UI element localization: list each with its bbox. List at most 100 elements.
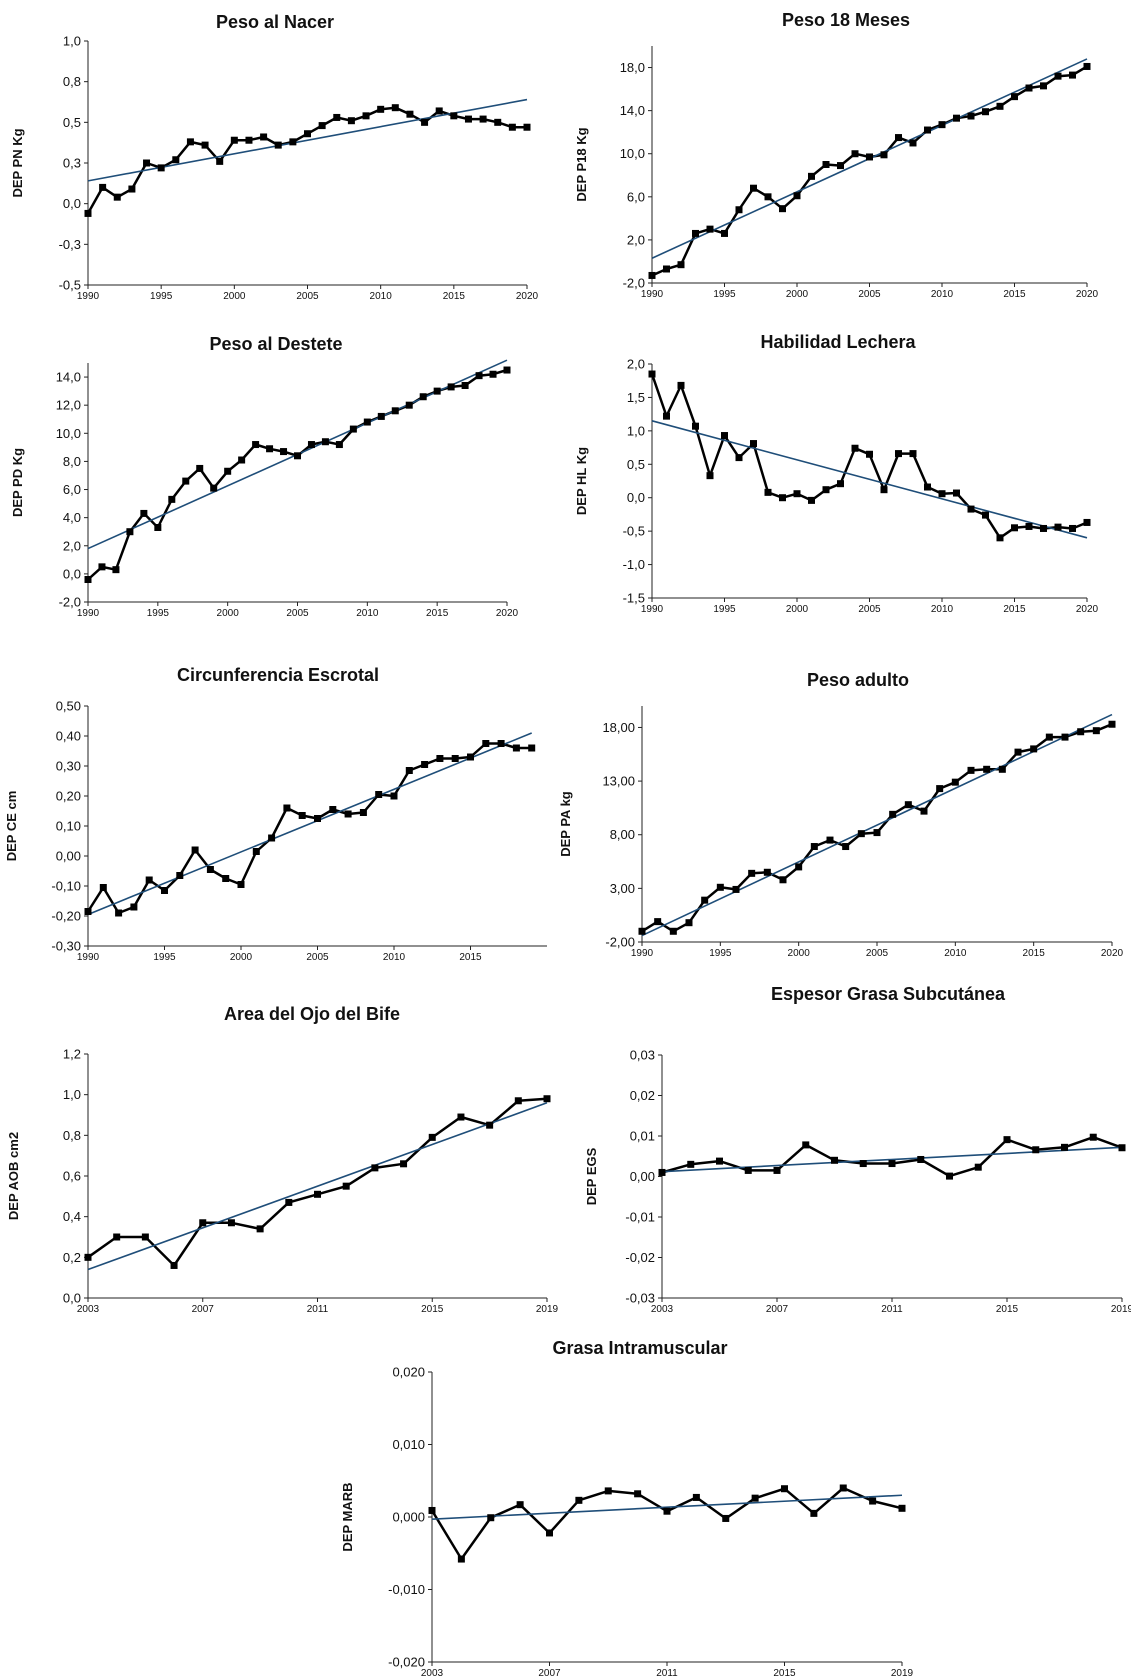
y-axis-label: DEP PD Kg (10, 448, 25, 517)
x-tick-label: 2015 (426, 608, 449, 619)
data-point (951, 778, 959, 786)
data-point (497, 740, 505, 747)
data-point (450, 112, 458, 120)
data-point (130, 903, 138, 911)
data-point (543, 1095, 551, 1103)
data-point (196, 464, 204, 472)
data-point (283, 804, 291, 812)
data-point (716, 1157, 723, 1165)
data-point (983, 765, 991, 773)
x-tick-label: 2020 (1076, 604, 1099, 615)
x-tick-label: 2005 (296, 291, 319, 302)
data-point (298, 812, 306, 819)
data-point (289, 138, 297, 146)
chart-title: Espesor Grasa Subcutánea (771, 984, 1006, 1004)
data-point (924, 483, 931, 491)
data-point (677, 381, 685, 389)
x-tick-label: 1990 (641, 604, 664, 615)
y-tick-label: 14,0 (56, 370, 81, 385)
data-point (479, 115, 487, 123)
trend-line (641, 713, 1113, 937)
data-point (866, 153, 873, 161)
x-tick-label: 2003 (421, 1668, 444, 1677)
data-point (528, 744, 536, 752)
data-point (516, 1501, 524, 1509)
data-point (898, 1504, 906, 1512)
data-point (126, 528, 134, 536)
data-point (523, 123, 531, 131)
x-tick-label: 2011 (307, 1304, 329, 1315)
data-point (238, 456, 246, 464)
y-tick-label: -0,01 (625, 1210, 655, 1225)
data-point (967, 505, 975, 513)
data-point (779, 205, 786, 213)
data-point (467, 753, 474, 761)
data-point (716, 883, 724, 891)
data-point (953, 489, 960, 497)
y-tick-label: 1,0 (63, 1087, 81, 1102)
data-point (245, 136, 253, 144)
data-point (1108, 720, 1116, 728)
x-tick-label: 2005 (858, 604, 881, 615)
data-point (314, 1190, 321, 1198)
x-tick-label: 2007 (538, 1668, 561, 1677)
trend-line (87, 732, 533, 916)
data-point (1030, 745, 1038, 753)
x-tick-label: 2000 (788, 948, 811, 959)
data-point (486, 1121, 494, 1129)
data-point (1069, 71, 1076, 79)
data-point (494, 118, 502, 126)
data-point (889, 810, 897, 818)
chart-2: Peso 18 Meses DEP P18 Kg -2,0 2,0 6,0 10,0 14,… (574, 10, 1099, 300)
data-point (321, 438, 329, 446)
trend-line (87, 98, 528, 182)
y-tick-label: 1,0 (63, 34, 81, 49)
x-tick-label: 2019 (1111, 1304, 1131, 1315)
y-tick-label: 0,00 (56, 849, 81, 864)
data-point (377, 412, 385, 420)
data-point (663, 1507, 671, 1515)
data-point (1069, 524, 1076, 532)
data-point (721, 432, 728, 440)
data-point (795, 863, 803, 871)
y-tick-label: 13,00 (602, 774, 635, 789)
y-tick-label: 0,0 (63, 566, 81, 581)
data-point (982, 511, 989, 519)
y-tick-label: 18,0 (620, 60, 645, 75)
data-point (859, 1160, 867, 1168)
data-point (421, 761, 429, 768)
y-tick-label: 8,0 (63, 454, 81, 469)
data-point (428, 1506, 436, 1514)
chart-title: Peso al Destete (209, 334, 342, 354)
data-point (1118, 1144, 1126, 1152)
y-tick-label: -0,5 (623, 524, 645, 539)
data-point (996, 534, 1004, 542)
y-tick-label: 0,6 (63, 1169, 81, 1184)
data-point (514, 1097, 522, 1105)
data-point (822, 486, 830, 494)
data-point (84, 908, 92, 915)
y-tick-label: 12,0 (56, 398, 81, 413)
y-tick-label: 0,0 (63, 196, 81, 211)
x-tick-label: 2000 (217, 608, 240, 619)
x-tick-label: 2005 (286, 608, 309, 619)
chart-title: Area del Ojo del Bife (224, 1004, 400, 1024)
data-point (638, 927, 646, 935)
data-point (457, 1555, 465, 1563)
data-point (256, 1225, 264, 1233)
data-point (168, 495, 176, 503)
y-tick-label: 8,00 (610, 827, 635, 842)
data-series-line (86, 106, 527, 215)
data-point (230, 136, 238, 144)
data-point (128, 185, 136, 193)
data-point (406, 110, 414, 118)
x-tick-label: 2007 (766, 1304, 789, 1315)
x-tick-label: 2003 (77, 1304, 100, 1315)
data-point (822, 161, 830, 168)
data-point (722, 1514, 730, 1522)
data-point (112, 566, 120, 574)
data-point (84, 1253, 92, 1261)
x-tick-label: 1995 (147, 608, 170, 619)
data-point (400, 1160, 408, 1168)
data-point (692, 229, 699, 237)
